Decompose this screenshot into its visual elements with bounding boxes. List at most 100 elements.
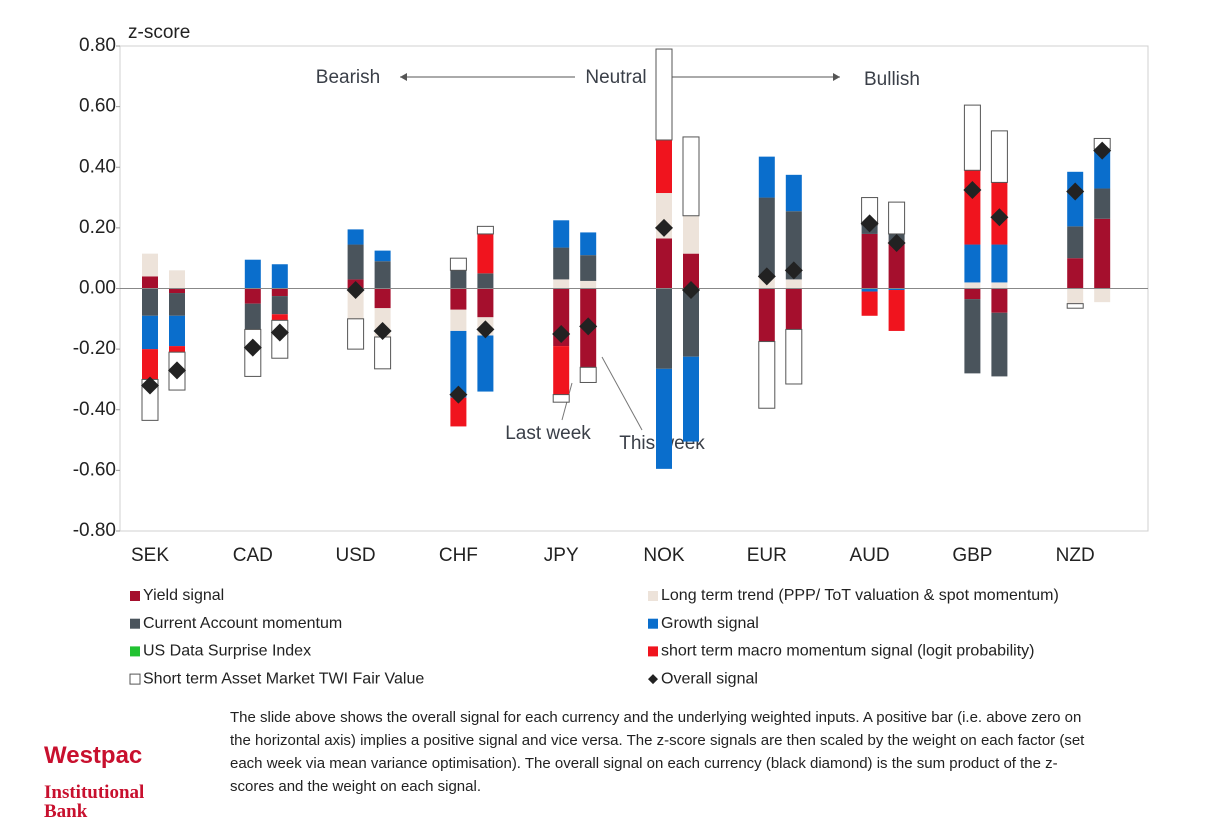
bar-segment xyxy=(271,296,288,315)
bar-segment xyxy=(991,312,1008,377)
bar-segment xyxy=(785,328,803,385)
bar-segment xyxy=(580,232,597,256)
y-tick-label: -0.20 xyxy=(73,338,116,359)
bar-segment xyxy=(271,264,288,289)
bar-segment xyxy=(683,253,699,289)
y-tick-label: 0.40 xyxy=(79,156,116,177)
legend-label: short term macro momentum signal (logit … xyxy=(661,643,1034,660)
bar-segment xyxy=(553,247,570,280)
bar-segment xyxy=(553,220,570,248)
logo-text: Bank xyxy=(44,801,88,822)
legend-label: Growth signal xyxy=(661,615,759,632)
bar-segment xyxy=(656,368,672,469)
bar-segment xyxy=(271,288,288,297)
bar-segment xyxy=(476,225,494,235)
overall-marker xyxy=(270,323,289,342)
arrow-head xyxy=(833,73,840,81)
bar-segment xyxy=(888,288,905,291)
bar-segment xyxy=(477,273,494,289)
bar-segment xyxy=(1067,226,1084,259)
y-tick-label: -0.80 xyxy=(73,520,116,541)
bar-segment xyxy=(553,346,570,395)
bar-segment xyxy=(579,366,597,383)
overall-marker xyxy=(373,321,392,340)
bar-segment xyxy=(374,336,392,370)
bar-segment xyxy=(271,314,288,321)
bar-segment xyxy=(888,241,905,289)
bar-segment xyxy=(580,255,597,281)
bar-segment xyxy=(785,174,802,212)
bar-segment xyxy=(244,259,261,289)
arrow-head xyxy=(400,73,407,81)
bar-segment xyxy=(1094,188,1111,219)
x-tick-label: USD xyxy=(336,545,376,566)
bar-segment xyxy=(477,233,494,274)
overall-marker xyxy=(168,361,186,380)
annotation: Neutral xyxy=(585,67,646,88)
annotation: Bullish xyxy=(864,69,920,90)
bar-segment xyxy=(169,288,185,294)
bar-segment xyxy=(785,279,802,289)
legend: Yield signal Long term trend (PPP/ ToT va… xyxy=(129,587,1059,687)
overall-marker xyxy=(141,376,159,395)
y-tick-label: 0.00 xyxy=(79,278,116,299)
bar-segment xyxy=(1066,303,1084,309)
bar-segment xyxy=(347,318,365,350)
leader-line xyxy=(601,356,643,431)
x-tick-label: NOK xyxy=(643,545,685,566)
x-tick-label: SEK xyxy=(131,545,169,566)
bar-segment xyxy=(477,288,494,318)
bar-segment xyxy=(142,349,158,380)
legend-label: Short term Asset Market TWI Fair Value xyxy=(143,670,424,687)
x-tick-label: NZD xyxy=(1056,545,1095,566)
legend-swatch xyxy=(648,591,658,601)
legend-swatch xyxy=(648,646,658,657)
bar-segment xyxy=(656,288,672,369)
overall-marker xyxy=(757,267,776,286)
bar-segment xyxy=(347,288,364,319)
overall-marker xyxy=(552,324,571,343)
logo-brand: Westpac xyxy=(44,742,142,769)
bar-segment xyxy=(347,229,364,245)
bar-segment xyxy=(758,288,775,342)
bar-segment xyxy=(888,201,906,235)
overall-marker xyxy=(963,180,982,199)
bar-segment xyxy=(477,335,494,392)
footnote: The slide above shows the overall signal… xyxy=(230,709,1085,795)
overall-marker xyxy=(476,320,495,339)
bar-segment xyxy=(785,288,802,330)
bar-segment xyxy=(553,279,570,289)
legend-label: Long term trend (PPP/ ToT valuation & sp… xyxy=(661,587,1059,604)
y-tick-label: 0.80 xyxy=(79,35,116,56)
legend-label: Current Account momentum xyxy=(143,615,342,632)
bar-segment xyxy=(169,293,185,316)
bar-segment xyxy=(450,288,467,310)
bar-segment xyxy=(244,288,261,304)
x-tick-label: CHF xyxy=(439,545,478,566)
bar-segment xyxy=(758,341,776,409)
bar-segment xyxy=(450,397,467,427)
bar-segment xyxy=(683,288,699,357)
bar-segment xyxy=(450,330,467,398)
bar-segment xyxy=(991,282,1008,289)
y-tick-label: -0.40 xyxy=(73,399,116,420)
bar-segment xyxy=(991,244,1008,283)
legend-swatch xyxy=(129,673,141,685)
bar-segment xyxy=(758,197,775,277)
overall-marker xyxy=(579,317,598,336)
y-tick-label: -0.60 xyxy=(73,459,116,480)
legend-label: Overall signal xyxy=(661,670,758,687)
bar-segment xyxy=(169,315,185,347)
bar-segment xyxy=(449,257,467,271)
bar-segment xyxy=(1094,288,1111,303)
overall-marker xyxy=(990,208,1009,227)
bar-segment xyxy=(552,394,570,403)
legend-swatch xyxy=(130,591,140,601)
overall-marker xyxy=(449,385,468,404)
y-tick-label: 0.20 xyxy=(79,217,116,238)
bar-segment xyxy=(450,270,467,289)
bar-segment xyxy=(1094,149,1111,189)
overall-marker xyxy=(1066,182,1085,201)
bar-segment xyxy=(169,270,185,289)
bar-segment xyxy=(683,215,699,254)
